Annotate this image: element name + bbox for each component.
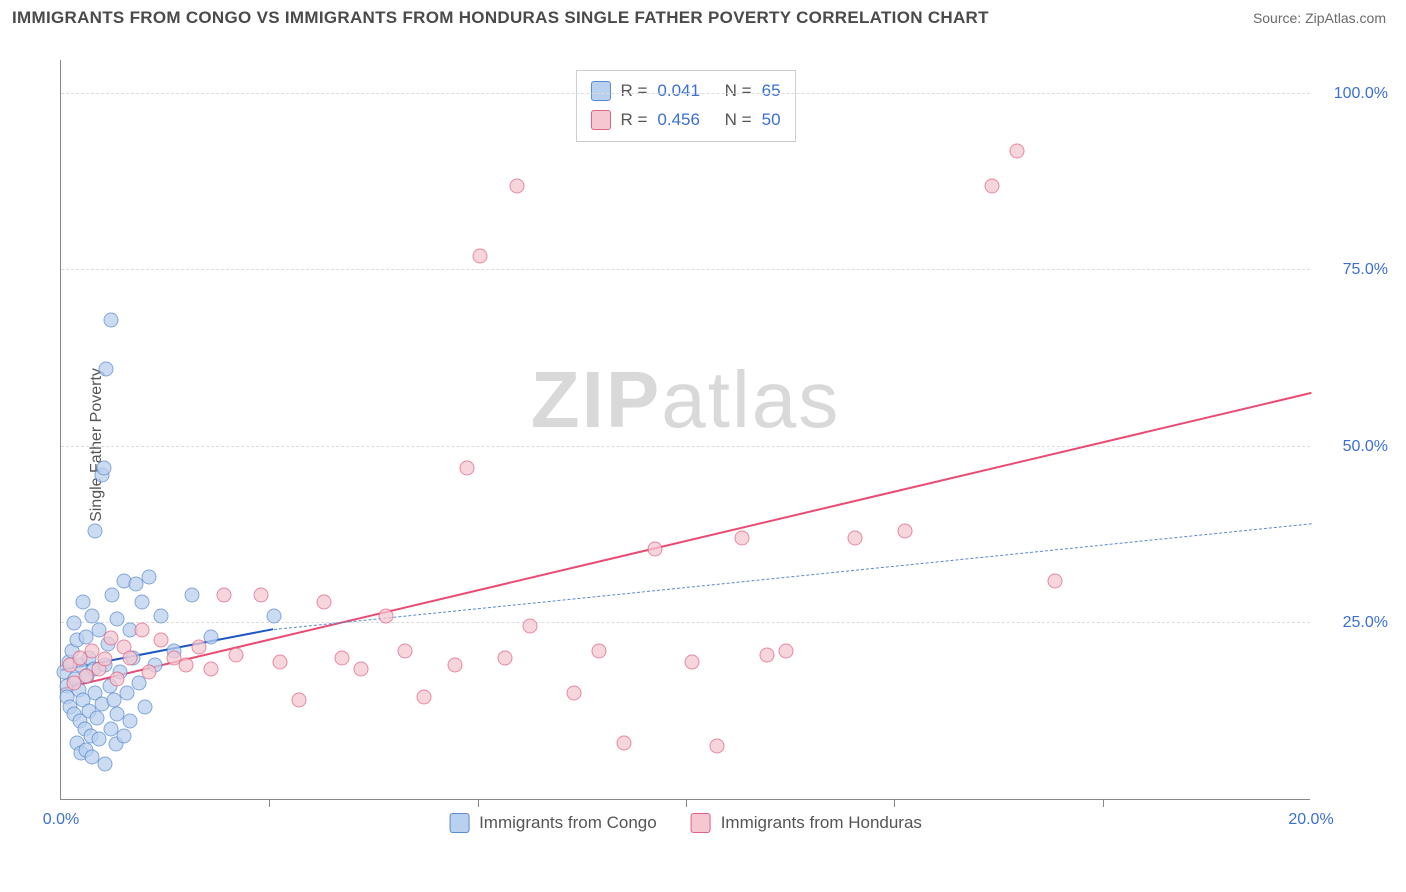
scatter-point-congo (90, 710, 105, 725)
x-tick (1103, 799, 1104, 807)
scatter-point-honduras (397, 644, 412, 659)
scatter-point-honduras (97, 652, 112, 667)
scatter-point-congo (99, 362, 114, 377)
n-value-honduras: 50 (762, 106, 781, 135)
grid-line-h (61, 269, 1310, 270)
swatch-honduras (590, 110, 610, 130)
scatter-point-honduras (110, 672, 125, 687)
grid-line-h (61, 446, 1310, 447)
chart-container: Single Father Poverty ZIPatlas R = 0.041… (50, 50, 1390, 840)
x-tick-label: 20.0% (1288, 811, 1333, 829)
x-tick-label: 0.0% (43, 811, 79, 829)
r-value-honduras: 0.456 (657, 106, 700, 135)
legend-row-congo: R = 0.041 N = 65 (590, 77, 780, 106)
x-tick (478, 799, 479, 807)
scatter-point-honduras (135, 622, 150, 637)
swatch-congo (449, 813, 469, 833)
grid-line-h (61, 622, 1310, 623)
scatter-point-honduras (379, 608, 394, 623)
scatter-point-honduras (497, 651, 512, 666)
scatter-point-honduras (1010, 143, 1025, 158)
scatter-point-honduras (122, 651, 137, 666)
x-tick (686, 799, 687, 807)
scatter-point-honduras (254, 587, 269, 602)
scatter-point-honduras (897, 524, 912, 539)
scatter-point-congo (204, 629, 219, 644)
scatter-point-congo (116, 728, 131, 743)
scatter-point-honduras (335, 651, 350, 666)
y-tick-label: 50.0% (1318, 438, 1388, 456)
scatter-point-honduras (154, 633, 169, 648)
scatter-point-honduras (272, 654, 287, 669)
scatter-point-honduras (316, 594, 331, 609)
scatter-point-honduras (591, 644, 606, 659)
scatter-point-congo (266, 608, 281, 623)
scatter-point-congo (85, 608, 100, 623)
chart-title: IMMIGRANTS FROM CONGO VS IMMIGRANTS FROM… (12, 8, 989, 28)
scatter-point-congo (154, 608, 169, 623)
scatter-point-congo (104, 312, 119, 327)
scatter-point-honduras (447, 658, 462, 673)
plot-area: ZIPatlas R = 0.041 N = 65 R = 0.456 N = … (60, 60, 1310, 800)
y-tick-label: 25.0% (1318, 614, 1388, 632)
scatter-point-honduras (291, 693, 306, 708)
scatter-point-honduras (460, 460, 475, 475)
chart-header: IMMIGRANTS FROM CONGO VS IMMIGRANTS FROM… (0, 0, 1406, 36)
scatter-point-honduras (735, 531, 750, 546)
scatter-point-honduras (985, 178, 1000, 193)
scatter-point-honduras (616, 735, 631, 750)
y-tick-label: 75.0% (1318, 261, 1388, 279)
scatter-point-congo (119, 686, 134, 701)
scatter-point-honduras (685, 654, 700, 669)
x-tick (894, 799, 895, 807)
legend-item-congo: Immigrants from Congo (449, 813, 657, 833)
scatter-point-honduras (216, 587, 231, 602)
scatter-point-honduras (141, 665, 156, 680)
scatter-point-honduras (566, 686, 581, 701)
scatter-point-honduras (779, 644, 794, 659)
scatter-point-congo (135, 594, 150, 609)
scatter-point-congo (88, 524, 103, 539)
trend-line (273, 523, 1311, 630)
scatter-point-honduras (179, 658, 194, 673)
watermark: ZIPatlas (531, 354, 840, 446)
scatter-point-congo (91, 732, 106, 747)
scatter-point-honduras (472, 249, 487, 264)
swatch-congo (590, 81, 610, 101)
scatter-point-congo (97, 756, 112, 771)
legend-correlation: R = 0.041 N = 65 R = 0.456 N = 50 (575, 70, 795, 142)
legend-series: Immigrants from Congo Immigrants from Ho… (449, 813, 922, 833)
swatch-honduras (691, 813, 711, 833)
scatter-point-honduras (416, 689, 431, 704)
chart-source: Source: ZipAtlas.com (1253, 10, 1386, 26)
scatter-point-honduras (510, 178, 525, 193)
legend-item-honduras: Immigrants from Honduras (691, 813, 922, 833)
scatter-point-congo (185, 587, 200, 602)
grid-line-h (61, 93, 1310, 94)
scatter-point-congo (138, 700, 153, 715)
scatter-point-honduras (1047, 573, 1062, 588)
trend-line (61, 392, 1311, 690)
scatter-point-honduras (229, 647, 244, 662)
scatter-point-congo (141, 570, 156, 585)
scatter-point-honduras (710, 739, 725, 754)
y-tick-label: 100.0% (1318, 85, 1388, 103)
r-value-congo: 0.041 (657, 77, 700, 106)
scatter-point-honduras (522, 619, 537, 634)
n-value-congo: 65 (762, 77, 781, 106)
scatter-point-honduras (647, 541, 662, 556)
x-tick (269, 799, 270, 807)
scatter-point-congo (105, 587, 120, 602)
scatter-point-congo (96, 460, 111, 475)
scatter-point-congo (66, 615, 81, 630)
scatter-point-congo (110, 612, 125, 627)
scatter-point-congo (75, 594, 90, 609)
scatter-point-honduras (847, 531, 862, 546)
scatter-point-honduras (191, 640, 206, 655)
scatter-point-honduras (760, 647, 775, 662)
legend-row-honduras: R = 0.456 N = 50 (590, 106, 780, 135)
scatter-point-honduras (204, 661, 219, 676)
scatter-point-congo (122, 714, 137, 729)
scatter-point-honduras (354, 661, 369, 676)
